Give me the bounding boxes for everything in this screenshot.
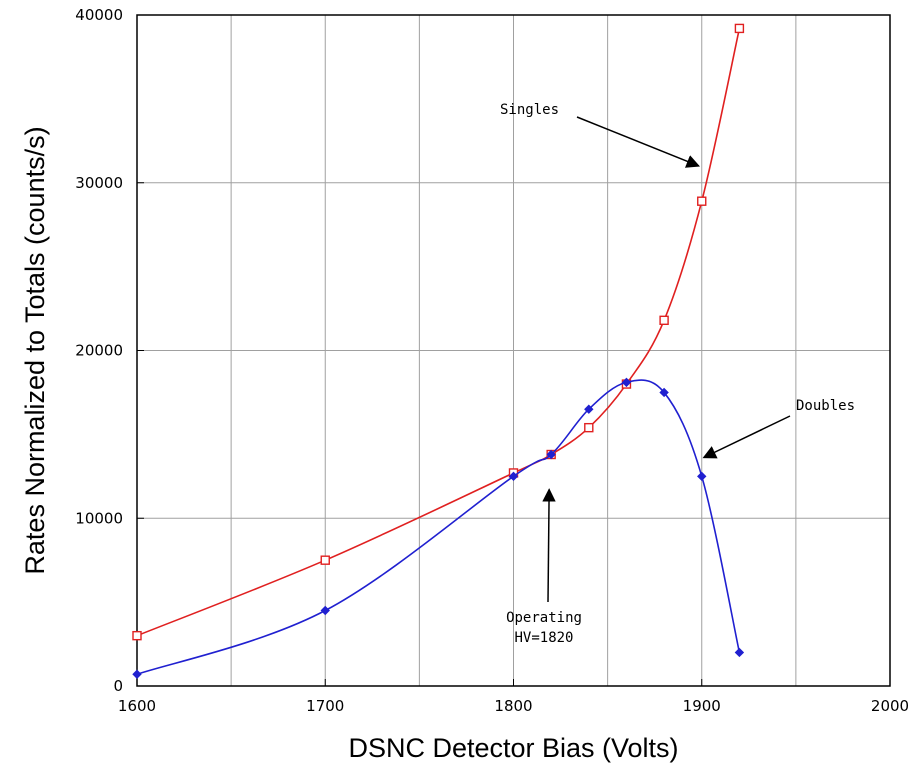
doubles-annotation: Doubles bbox=[796, 398, 855, 414]
singles-data-point bbox=[320, 555, 330, 565]
x-tick-label: 1700 bbox=[306, 697, 344, 715]
doubles-data-point bbox=[508, 471, 519, 482]
y-tick-label: 30000 bbox=[75, 174, 123, 192]
doubles-data-point bbox=[132, 669, 142, 679]
doubles-data-point bbox=[621, 377, 632, 388]
operating-annotation-line1: Operating bbox=[506, 610, 582, 626]
doubles-data-point bbox=[659, 387, 669, 398]
series-layer bbox=[132, 23, 745, 679]
axis-ticks: 1600 1700 1800 1900 200001000020000300004000… bbox=[75, 6, 909, 715]
x-tick-label: 1800 bbox=[494, 697, 532, 715]
singles-data-point bbox=[697, 196, 707, 206]
singles-arrow bbox=[576, 116, 701, 168]
operating-arrow bbox=[542, 488, 556, 603]
singles-data-point bbox=[584, 422, 594, 433]
singles-data-point bbox=[734, 23, 745, 34]
doubles-data-point bbox=[697, 471, 707, 482]
singles-annotation: Singles bbox=[500, 102, 559, 118]
singles-data-point bbox=[132, 630, 142, 641]
singles-series-line bbox=[136, 28, 741, 637]
x-axis-title: DSNC Detector Bias (Volts) bbox=[348, 733, 678, 763]
y-tick-label: 20000 bbox=[75, 342, 123, 360]
doubles-data-point bbox=[734, 647, 745, 658]
doubles-data-point bbox=[546, 449, 556, 460]
y-tick-label: 0 bbox=[113, 677, 123, 695]
y-tick-label: 10000 bbox=[75, 509, 123, 527]
grid bbox=[137, 15, 890, 686]
doubles-arrow bbox=[702, 415, 791, 459]
x-tick-label: 2000 bbox=[871, 697, 909, 715]
singles-data-point bbox=[659, 315, 669, 326]
doubles-series-line bbox=[136, 379, 741, 676]
x-tick-label: 1900 bbox=[683, 697, 721, 715]
doubles-data-point bbox=[584, 404, 594, 414]
y-tick-label: 40000 bbox=[75, 6, 123, 24]
x-tick-label: 1600 bbox=[118, 697, 156, 715]
annotations: Singles Doubles Operating HV=1820 bbox=[500, 102, 855, 646]
doubles-data-point bbox=[320, 605, 330, 616]
y-axis-title: Rates Normalized to Totals (counts/s) bbox=[20, 126, 50, 574]
operating-annotation-line2: HV=1820 bbox=[514, 630, 573, 646]
